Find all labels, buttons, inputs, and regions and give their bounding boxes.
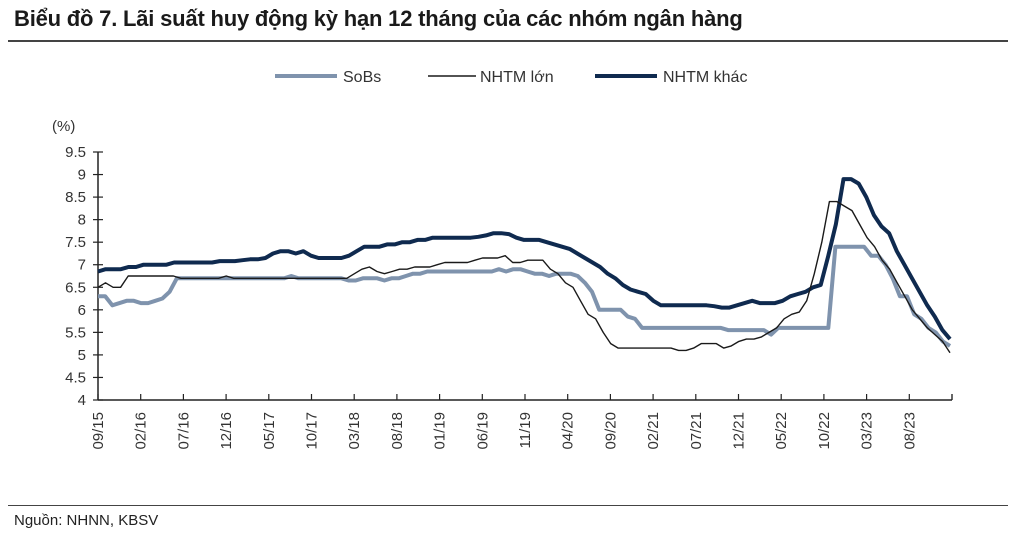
x-tick-label: 03/18: [346, 412, 363, 450]
y-tick-label: 5.5: [65, 324, 86, 341]
x-tick-label: 08/23: [901, 412, 918, 450]
legend-label: NHTM lớn: [480, 69, 554, 86]
footer-divider: [8, 505, 1008, 506]
y-tick-label: 8.5: [65, 189, 86, 206]
y-tick-label: 4.5: [65, 369, 86, 386]
y-tick-label: 9.5: [65, 144, 86, 161]
x-tick-label: 11/19: [517, 412, 534, 448]
source-note: Nguồn: NHNN, KBSV: [14, 512, 159, 529]
legend-label: SoBs: [343, 69, 381, 86]
x-tick-label: 07/16: [175, 412, 192, 450]
x-tick-label: 10/17: [304, 412, 321, 450]
x-tick-label: 12/21: [731, 412, 748, 450]
x-tick-label: 01/19: [432, 412, 449, 450]
y-tick-label: 6.5: [65, 279, 86, 296]
x-tick-label: 06/19: [474, 412, 491, 450]
y-tick-label: 4: [78, 392, 86, 409]
x-tick-label: 05/17: [261, 412, 278, 450]
x-tick-label: 04/20: [560, 412, 577, 450]
x-tick-label: 09/20: [602, 412, 619, 450]
x-tick-label: 02/21: [645, 412, 662, 450]
series-line-nhtm-khác: [97, 177, 952, 341]
x-tick-label: 09/15: [90, 412, 107, 450]
x-tick-label: 02/16: [133, 412, 150, 450]
axes: 4 4.5 5 5.5 6 6.5 7 7.5 8 8.5 9 9.5 09/15 02/16 07/16 1…: [65, 144, 953, 450]
y-tick-label: 7.5: [65, 234, 86, 251]
chart-title: Biểu đồ 7. Lãi suất huy động kỳ hạn 12 t…: [14, 6, 743, 31]
x-tick-label: 07/21: [688, 412, 705, 450]
x-tick-label: 03/23: [859, 412, 876, 450]
series-line-nhtm-lớn: [97, 200, 951, 354]
y-tick-label: 8: [78, 212, 86, 229]
x-tick-label: 10/22: [816, 412, 833, 450]
y-tick-label: 9: [78, 167, 86, 184]
y-tick-label: 7: [78, 257, 86, 274]
x-tick-label: 08/18: [389, 412, 406, 450]
legend: SoBs NHTM lớn NHTM khác: [275, 69, 747, 86]
x-tick-label: 05/22: [773, 412, 790, 450]
series-lines: [97, 177, 952, 354]
y-tick-label: 6: [78, 302, 86, 319]
legend-label: NHTM khác: [663, 69, 747, 86]
y-tick-label: 5: [78, 347, 86, 364]
x-tick-label: 12/16: [218, 412, 235, 450]
title-divider: [8, 40, 1008, 42]
y-axis-unit-label: (%): [52, 118, 75, 135]
